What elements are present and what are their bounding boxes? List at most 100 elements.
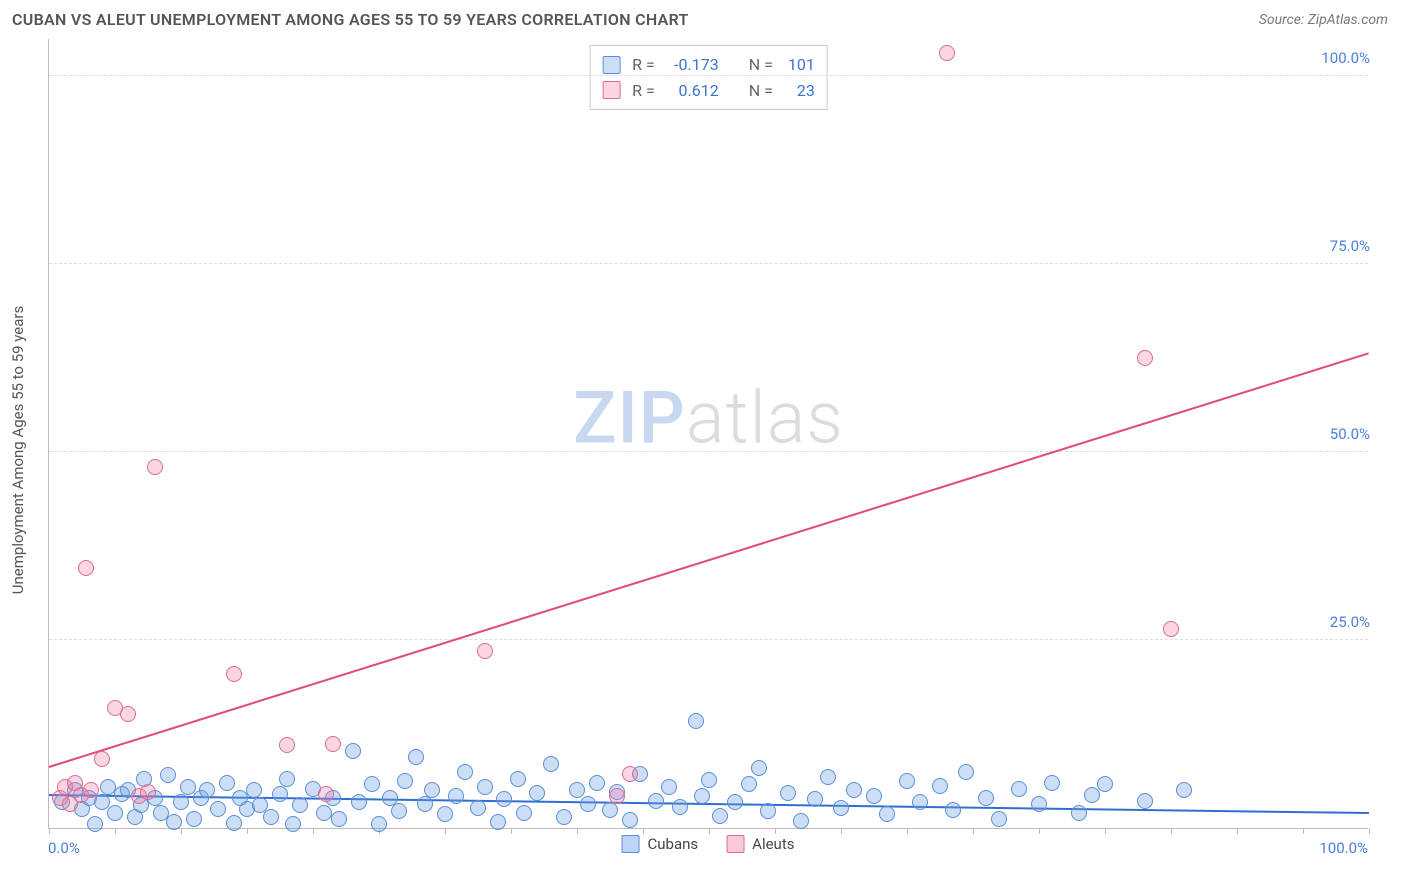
data-point-cubans xyxy=(712,808,728,824)
legend-item-aleuts: Aleuts xyxy=(726,835,794,853)
y-axis-label: Unemployment Among Ages 55 to 59 years xyxy=(9,306,27,594)
data-point-cubans xyxy=(516,805,532,821)
data-point-cubans xyxy=(457,764,473,780)
data-point-aleuts xyxy=(318,786,334,802)
data-point-aleuts xyxy=(147,459,163,475)
y-tick-label: 50.0% xyxy=(1324,425,1370,443)
data-point-aleuts xyxy=(1163,621,1179,637)
data-point-cubans xyxy=(1176,782,1192,798)
data-point-cubans xyxy=(727,794,743,810)
data-point-cubans xyxy=(226,815,242,831)
data-point-aleuts xyxy=(939,45,955,61)
x-axis-min-label: 0.0% xyxy=(48,839,80,857)
data-point-cubans xyxy=(580,796,596,812)
data-point-cubans xyxy=(991,811,1007,827)
data-point-cubans xyxy=(1084,787,1100,803)
data-point-aleuts xyxy=(609,788,625,804)
data-point-aleuts xyxy=(83,782,99,798)
data-point-aleuts xyxy=(94,751,110,767)
data-point-cubans xyxy=(490,814,506,830)
data-point-cubans xyxy=(351,794,367,810)
data-point-cubans xyxy=(751,760,767,776)
legend-swatch xyxy=(726,835,744,853)
data-point-cubans xyxy=(741,776,757,792)
data-point-cubans xyxy=(701,772,717,788)
data-point-cubans xyxy=(470,800,486,816)
data-point-cubans xyxy=(397,773,413,789)
chart-area: Unemployment Among Ages 55 to 59 years Z… xyxy=(48,39,1386,861)
data-point-cubans xyxy=(186,811,202,827)
data-point-cubans xyxy=(820,769,836,785)
data-point-cubans xyxy=(1097,776,1113,792)
data-point-cubans xyxy=(246,782,262,798)
gridline xyxy=(49,263,1368,264)
data-point-cubans xyxy=(391,803,407,819)
data-point-aleuts xyxy=(140,784,156,800)
data-point-cubans xyxy=(694,788,710,804)
data-point-cubans xyxy=(648,793,664,809)
data-point-cubans xyxy=(263,809,279,825)
chart-header: CUBAN VS ALEUT UNEMPLOYMENT AMONG AGES 5… xyxy=(0,0,1406,35)
data-point-cubans xyxy=(285,816,301,832)
data-point-cubans xyxy=(688,713,704,729)
data-point-cubans xyxy=(210,801,226,817)
data-point-cubans xyxy=(279,771,295,787)
data-point-cubans xyxy=(331,811,347,827)
data-point-cubans xyxy=(173,794,189,810)
data-point-cubans xyxy=(408,749,424,765)
stats-legend-row: R = 0.612 N = 23 xyxy=(602,78,815,104)
stats-legend: R =-0.173N =101R =0.612N =23 xyxy=(589,45,828,110)
data-point-cubans xyxy=(219,775,235,791)
data-point-cubans xyxy=(912,794,928,810)
stats-label: R = xyxy=(632,78,655,104)
legend-swatch xyxy=(602,56,620,74)
y-tick-label: 75.0% xyxy=(1324,237,1370,255)
data-point-cubans xyxy=(529,785,545,801)
stats-label: N = xyxy=(749,78,773,104)
data-point-aleuts xyxy=(477,643,493,659)
data-point-cubans xyxy=(107,805,123,821)
data-point-cubans xyxy=(589,775,605,791)
data-point-aleuts xyxy=(1137,350,1153,366)
chart-source: Source: ZipAtlas.com xyxy=(1259,12,1388,28)
data-point-cubans xyxy=(945,802,961,818)
data-point-cubans xyxy=(556,809,572,825)
scatter-plot: ZIPatlas R =-0.173N =101R =0.612N =23 25… xyxy=(48,39,1368,829)
data-point-aleuts xyxy=(325,736,341,752)
stats-r-value: 0.612 xyxy=(663,78,719,104)
data-point-cubans xyxy=(622,812,638,828)
data-point-cubans xyxy=(846,782,862,798)
trendline-aleuts xyxy=(49,352,1370,768)
watermark: ZIPatlas xyxy=(573,375,844,460)
data-point-cubans xyxy=(899,773,915,789)
data-point-aleuts xyxy=(120,706,136,722)
data-point-cubans xyxy=(272,786,288,802)
data-point-cubans xyxy=(760,803,776,819)
data-point-aleuts xyxy=(622,766,638,782)
gridline xyxy=(49,639,1368,640)
gridline xyxy=(49,75,1368,76)
y-tick-label: 100.0% xyxy=(1315,49,1370,67)
data-point-cubans xyxy=(345,743,361,759)
stats-n-value: 23 xyxy=(781,78,815,104)
data-point-cubans xyxy=(543,756,559,772)
data-point-cubans xyxy=(166,814,182,830)
data-point-cubans xyxy=(932,778,948,794)
data-point-aleuts xyxy=(226,666,242,682)
data-point-cubans xyxy=(1071,805,1087,821)
data-point-cubans xyxy=(424,782,440,798)
data-point-cubans xyxy=(316,805,332,821)
data-point-aleuts xyxy=(78,560,94,576)
x-tick xyxy=(1369,828,1370,834)
data-point-cubans xyxy=(477,779,493,795)
data-point-cubans xyxy=(807,791,823,807)
legend-item-cubans: Cubans xyxy=(622,835,699,853)
data-point-cubans xyxy=(292,797,308,813)
data-point-cubans xyxy=(958,764,974,780)
data-point-cubans xyxy=(1011,781,1027,797)
data-point-cubans xyxy=(793,813,809,829)
data-point-cubans xyxy=(87,816,103,832)
data-point-cubans xyxy=(437,806,453,822)
data-point-cubans xyxy=(160,767,176,783)
x-axis-max-label: 100.0% xyxy=(1319,839,1368,857)
